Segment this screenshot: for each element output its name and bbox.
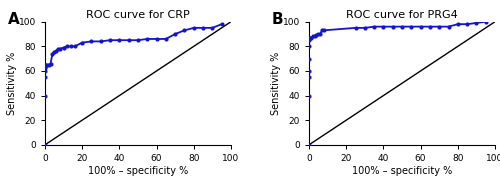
X-axis label: 100% – specificity %: 100% – specificity % — [88, 166, 188, 176]
Text: A: A — [8, 12, 20, 27]
Title: ROC curve for CRP: ROC curve for CRP — [86, 10, 190, 20]
Text: B: B — [272, 12, 283, 27]
Title: ROC curve for PRG4: ROC curve for PRG4 — [346, 10, 458, 20]
Y-axis label: Sensitivity %: Sensitivity % — [8, 52, 18, 115]
X-axis label: 100% – specificity %: 100% – specificity % — [352, 166, 452, 176]
Y-axis label: Sensitivity %: Sensitivity % — [272, 52, 281, 115]
